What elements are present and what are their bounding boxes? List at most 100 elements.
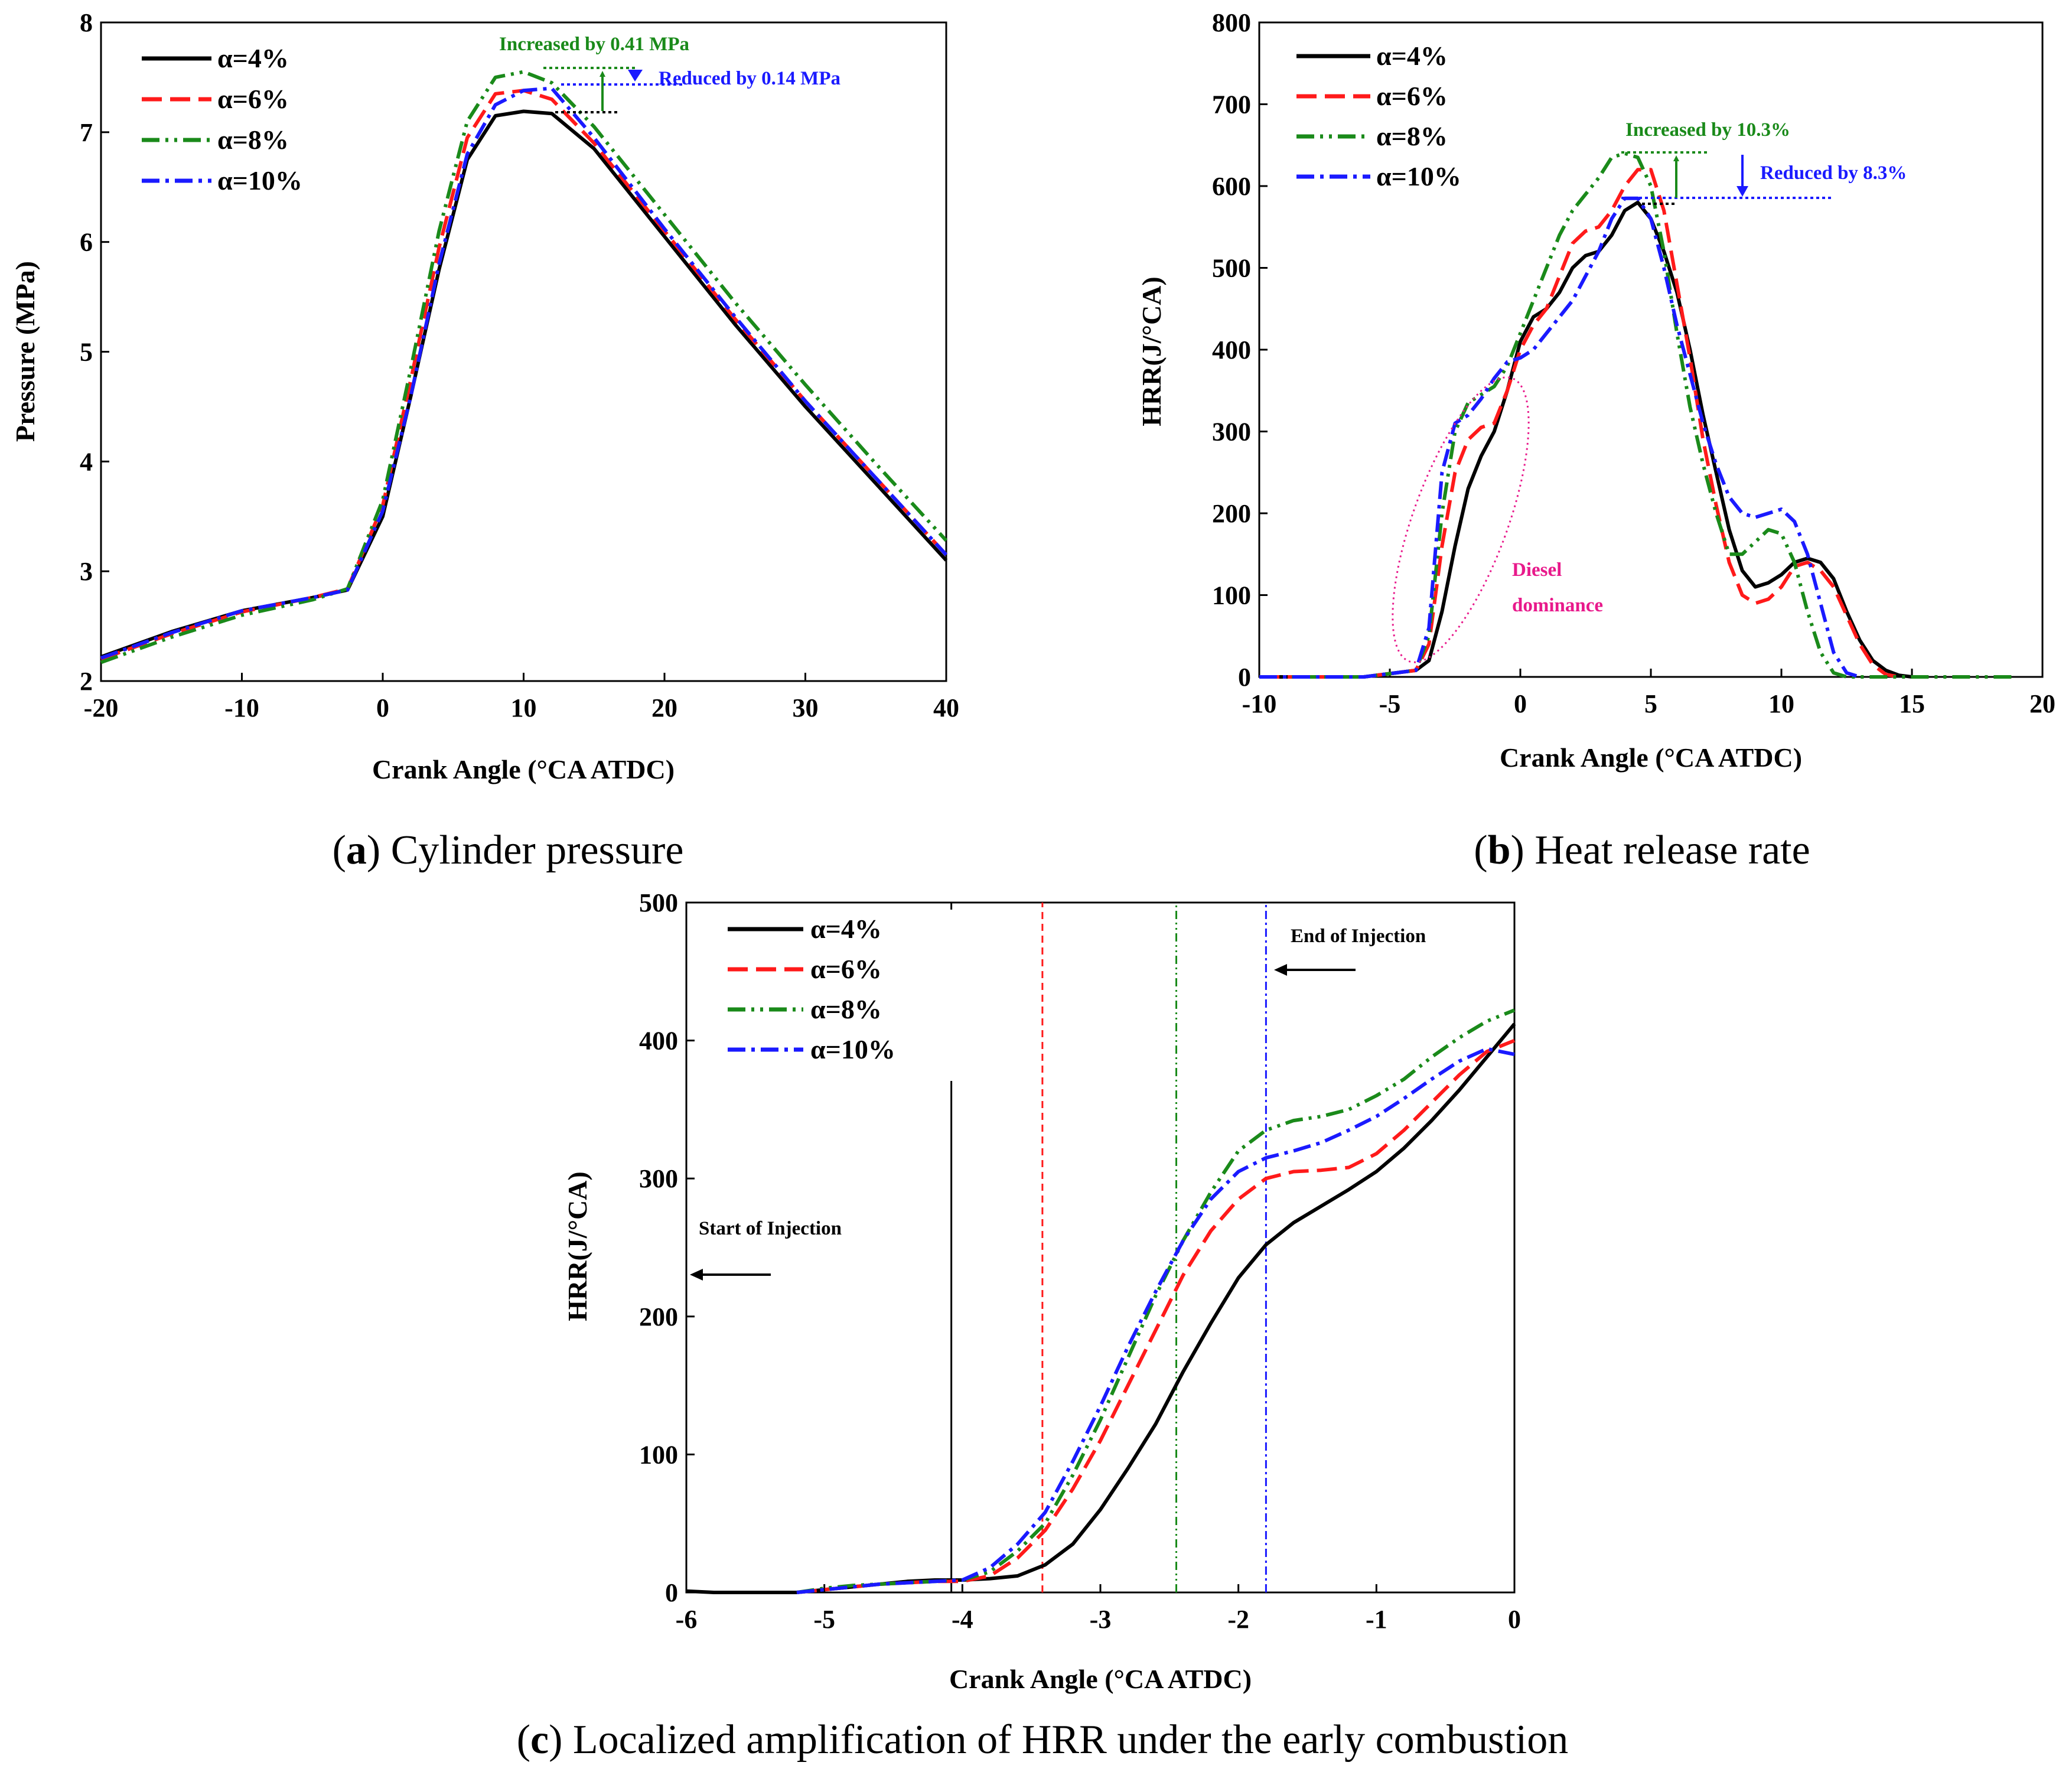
legend-label-a8: α=8% xyxy=(810,994,882,1024)
diesel-annotation-line1: Diesel xyxy=(1512,559,1562,581)
legend-label-a6: α=6% xyxy=(1376,81,1448,111)
x-ticks: -10 -5 0 5 10 15 20 xyxy=(1242,669,2055,718)
y-tick-label: 200 xyxy=(639,1302,678,1331)
series-group xyxy=(686,1008,1516,1594)
y-tick-label: 800 xyxy=(1212,8,1251,37)
series-group xyxy=(100,70,948,664)
x-tick-label: 40 xyxy=(933,693,959,722)
y-tick-label: 300 xyxy=(1212,418,1251,447)
y-axis-title: Pressure (MPa) xyxy=(10,261,40,442)
x-tick-label: -5 xyxy=(1379,689,1401,718)
soi-annotation: Start of Injection xyxy=(699,1218,842,1239)
x-tick-label: 5 xyxy=(1644,689,1657,718)
injection-lines xyxy=(950,903,1267,1592)
x-tick-label: -4 xyxy=(952,1605,973,1634)
y-tick-label: 0 xyxy=(1238,663,1251,692)
legend-label-a10: α=10% xyxy=(217,165,302,196)
y-tick-label: 300 xyxy=(639,1164,678,1193)
increase-annotation: Increased by 10.3% xyxy=(1625,119,1790,141)
series-line-a10 xyxy=(796,1047,1515,1594)
x-tick-label: -5 xyxy=(813,1605,835,1634)
caption-a: (a) Cylinder pressure xyxy=(333,828,684,873)
caption-b: (b) Heat release rate xyxy=(1474,828,1810,873)
x-tick-label: 30 xyxy=(793,693,819,722)
y-tick-label: 0 xyxy=(665,1578,678,1607)
x-tick-label: 10 xyxy=(511,693,537,722)
reduce-annotation: Reduced by 8.3% xyxy=(1760,162,1907,184)
series-line-a10 xyxy=(1259,196,1861,679)
x-tick-label: 20 xyxy=(2029,689,2055,718)
y-tick-label: 4 xyxy=(80,447,93,476)
legend-label-a4: α=4% xyxy=(217,43,289,73)
y-tick-label: 600 xyxy=(1212,172,1251,201)
y-tick-label: 200 xyxy=(1212,499,1251,528)
y-tick-label: 400 xyxy=(639,1027,678,1056)
plot-frame xyxy=(100,21,947,682)
reduce-annotation: Reduced by 0.14 MPa xyxy=(659,68,840,89)
y-tick-label: 100 xyxy=(639,1440,678,1469)
y-tick-label: 5 xyxy=(80,338,93,367)
y-ticks: 0 100 200 300 400 500 600 700 800 xyxy=(1212,8,1268,692)
legend: α=4% α=6% α=8% α=10% xyxy=(1296,41,1461,191)
y-tick-label: 2 xyxy=(80,667,93,696)
eoi-annotation: End of Injection xyxy=(1291,926,1426,947)
x-tick-label: 20 xyxy=(651,693,677,722)
series-line-a8 xyxy=(796,1008,1516,1594)
y-axis-title: HRR(J/°CA) xyxy=(562,1171,592,1321)
caption-c: (c) Localized amplification of HRR under… xyxy=(517,1717,1569,1763)
series-line-a6 xyxy=(1259,168,1900,679)
y-tick-label: 6 xyxy=(80,228,93,257)
legend-label-a10: α=10% xyxy=(810,1034,895,1064)
x-tick-label: 0 xyxy=(376,693,389,722)
y-ticks: 2 3 4 5 6 7 8 xyxy=(80,8,109,696)
series-group xyxy=(1259,151,2016,679)
series-line-a8 xyxy=(1259,151,2016,679)
series-line-a10 xyxy=(100,86,948,660)
chart-c-localized-hrr: -6 -5 -4 -3 -2 -1 0 0 100 200 300 400 500 Crank Ang… xyxy=(562,888,1521,1694)
legend: α=4% α=6% α=8% α=10% xyxy=(728,914,895,1064)
y-axis-title: HRR(J/°CA) xyxy=(1136,276,1167,426)
soi-arrowhead xyxy=(690,1269,703,1281)
y-tick-label: 100 xyxy=(1212,581,1251,610)
chart-b-heat-release-rate: -10 -5 0 5 10 15 20 0100200300400500600700800 … xyxy=(1136,8,2055,773)
legend-label-a8: α=8% xyxy=(217,125,289,155)
legend-label-a4: α=4% xyxy=(1376,41,1448,71)
x-tick-label: 15 xyxy=(1899,689,1925,718)
x-tick-label: -6 xyxy=(676,1605,698,1634)
x-axis-title: Crank Angle (°CA ATDC) xyxy=(1500,742,1802,773)
y-ticks: 0 100 200 300 400 500 xyxy=(639,888,695,1607)
x-tick-label: -2 xyxy=(1227,1605,1249,1634)
y-tick-label: 400 xyxy=(1212,335,1251,364)
increase-annotation: Increased by 0.41 MPa xyxy=(499,34,689,55)
x-tick-label: 10 xyxy=(1768,689,1794,718)
x-tick-label: 0 xyxy=(1514,689,1527,718)
x-tick-label: -1 xyxy=(1366,1605,1387,1634)
x-tick-label: 0 xyxy=(1508,1605,1521,1634)
diesel-dominance-ellipse xyxy=(1392,376,1530,663)
x-tick-label: -20 xyxy=(84,693,119,722)
legend-label-a8: α=8% xyxy=(1376,121,1448,151)
reduce-arrow xyxy=(628,70,643,82)
reduce-arrowhead xyxy=(1737,186,1748,197)
legend-label-a6: α=6% xyxy=(217,84,289,114)
legend-label-a10: α=10% xyxy=(1376,161,1461,191)
x-axis-title: Crank Angle (°CA ATDC) xyxy=(372,754,675,784)
y-tick-label: 500 xyxy=(639,888,678,917)
x-axis-title: Crank Angle (°CA ATDC) xyxy=(949,1664,1252,1694)
series-line-a4 xyxy=(686,1022,1516,1594)
x-tick-label: -10 xyxy=(224,693,259,722)
legend-label-a6: α=6% xyxy=(810,954,882,984)
eoi-arrowhead xyxy=(1274,964,1287,976)
legend-label-a4: α=4% xyxy=(810,914,882,944)
diesel-annotation-line2: dominance xyxy=(1512,595,1603,616)
series-line-a8 xyxy=(100,70,948,664)
chart-a-cylinder-pressure: -20 -10 0 10 20 30 40 2 3 4 5 6 7 8 Crank Angle (°CA… xyxy=(10,8,959,784)
y-tick-label: 3 xyxy=(80,557,93,586)
series-line-a6 xyxy=(796,1038,1516,1594)
y-tick-label: 700 xyxy=(1212,90,1251,119)
x-ticks: -20 -10 0 10 20 30 40 xyxy=(84,673,959,722)
x-tick-label: -10 xyxy=(1242,689,1277,718)
y-tick-label: 7 xyxy=(80,118,93,147)
x-tick-label: -3 xyxy=(1090,1605,1112,1634)
